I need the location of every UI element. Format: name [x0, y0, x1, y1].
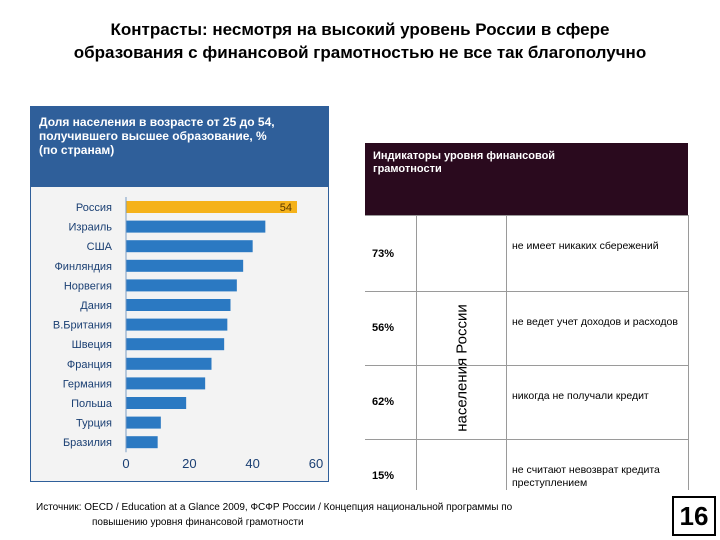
category-label: Израиль: [69, 222, 113, 234]
bar: [126, 397, 187, 409]
bar: [126, 318, 228, 331]
bar: [126, 299, 231, 311]
x-tick-label: 40: [245, 456, 259, 471]
x-tick-label: 0: [122, 456, 129, 471]
slide-title-line-2: образования с финансовой грамотностью не…: [73, 43, 647, 62]
category-label: Германия: [63, 378, 112, 390]
indicator-description: не ведет учет доходов и расходов: [512, 316, 678, 328]
category-label: Дания: [80, 300, 112, 312]
table-divider: [365, 439, 688, 440]
bar: [126, 220, 266, 233]
table-column-divider: [416, 215, 417, 490]
category-label: В.Британия: [53, 320, 112, 332]
source-line-2: повышению уровня финансовой грамотности: [92, 517, 304, 528]
bar: [126, 416, 161, 429]
category-label: Франция: [67, 359, 112, 371]
bar-chart: Россия 54 Израиль США Финляндия Норвегия Дания…: [53, 197, 323, 471]
chart-title-line-1: Доля населения в возрасте от 25 до 54,: [39, 115, 275, 129]
x-tick-label: 20: [182, 456, 196, 471]
slide-title: Контрасты: несмотря на высокий уровень Р…: [0, 18, 720, 64]
bar: [126, 338, 225, 351]
table-column-divider: [506, 215, 507, 490]
data-label: 54: [280, 202, 292, 214]
indicator-percent: 62%: [372, 396, 395, 408]
bar: [126, 377, 206, 390]
indicator-description: не имеет никаких сбережений: [512, 240, 659, 252]
chart-title-line-3: (по странам): [39, 143, 115, 157]
bar: [126, 259, 244, 272]
bar: [126, 240, 253, 253]
indicators-header-line-2: грамотности: [373, 163, 442, 175]
indicator-percent: 56%: [372, 322, 395, 334]
bar: [126, 357, 212, 370]
slide-title-line-1: Контрасты: несмотря на высокий уровень Р…: [110, 20, 610, 39]
source-note: Источник: OECD / Education at a Glance 2…: [36, 500, 656, 530]
category-label: Польша: [71, 398, 113, 410]
category-label: Норвегия: [64, 280, 112, 292]
indicator-description: никогда не получали кредит: [512, 390, 649, 402]
indicators-header-line-1: Индикаторы уровня финансовой: [373, 150, 556, 162]
category-label: Бразилия: [63, 437, 112, 449]
source-line-1: Источник: OECD / Education at a Glance 2…: [36, 502, 513, 513]
side-label-text: населения России: [453, 304, 471, 432]
category-label: Швеция: [72, 339, 112, 351]
indicator-description: не считают невозврат кредита преступлени…: [512, 464, 660, 489]
table-divider: [365, 291, 688, 292]
category-label: Россия: [76, 202, 112, 214]
education-chart-panel: Доля населения в возрасте от 25 до 54, п…: [30, 106, 329, 482]
highlight-bar: [126, 201, 297, 213]
chart-title-line-2: получившего высшее образование, %: [39, 129, 267, 143]
chart-title: Доля населения в возрасте от 25 до 54, п…: [31, 107, 328, 187]
table-divider: [365, 215, 688, 216]
table-column-divider: [688, 215, 689, 490]
page-number: 16: [672, 496, 716, 536]
indicators-header: Индикаторы уровня финансовой грамотности: [365, 143, 688, 215]
indicator-percent: 73%: [372, 248, 395, 260]
category-label: США: [87, 241, 113, 253]
category-label: Турция: [76, 418, 112, 430]
x-tick-label: 60: [309, 456, 323, 471]
indicator-percent: 15%: [372, 470, 395, 482]
bar: [126, 279, 237, 292]
table-divider: [365, 365, 688, 366]
bar: [126, 436, 158, 449]
category-label: Финляндия: [54, 261, 112, 273]
